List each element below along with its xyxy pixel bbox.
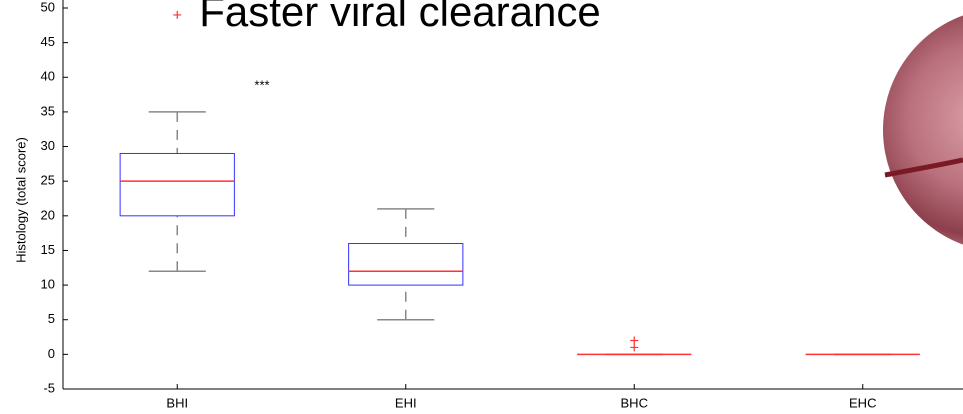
outlier [173, 10, 182, 19]
photo-detail [884, 157, 963, 178]
photo [883, 15, 963, 245]
y-tick-label: 15 [41, 242, 55, 257]
y-axis-label: Histology (total score) [13, 137, 28, 263]
x-tick-label: BHI [166, 395, 188, 410]
y-tick-label: 45 [41, 34, 55, 49]
y-tick-label: -5 [43, 380, 55, 395]
outlier [630, 336, 639, 345]
y-tick-label: 50 [41, 0, 55, 14]
y-tick-label: 20 [41, 207, 55, 222]
y-tick-label: 35 [41, 103, 55, 118]
y-tick-label: 40 [41, 69, 55, 84]
outlier [630, 343, 639, 352]
y-tick-label: 30 [41, 138, 55, 153]
annotation: *** [254, 77, 269, 92]
x-tick-label: BHC [621, 395, 648, 410]
y-tick-label: 5 [48, 311, 55, 326]
chart-title: Faster viral clearance [199, 0, 600, 35]
y-tick-label: 0 [48, 346, 55, 361]
y-tick-label: 10 [41, 277, 55, 292]
box [348, 243, 464, 286]
x-tick-label: EHC [849, 395, 876, 410]
x-tick-label: EHI [395, 395, 417, 410]
y-tick-label: 25 [41, 173, 55, 188]
box [119, 152, 235, 217]
